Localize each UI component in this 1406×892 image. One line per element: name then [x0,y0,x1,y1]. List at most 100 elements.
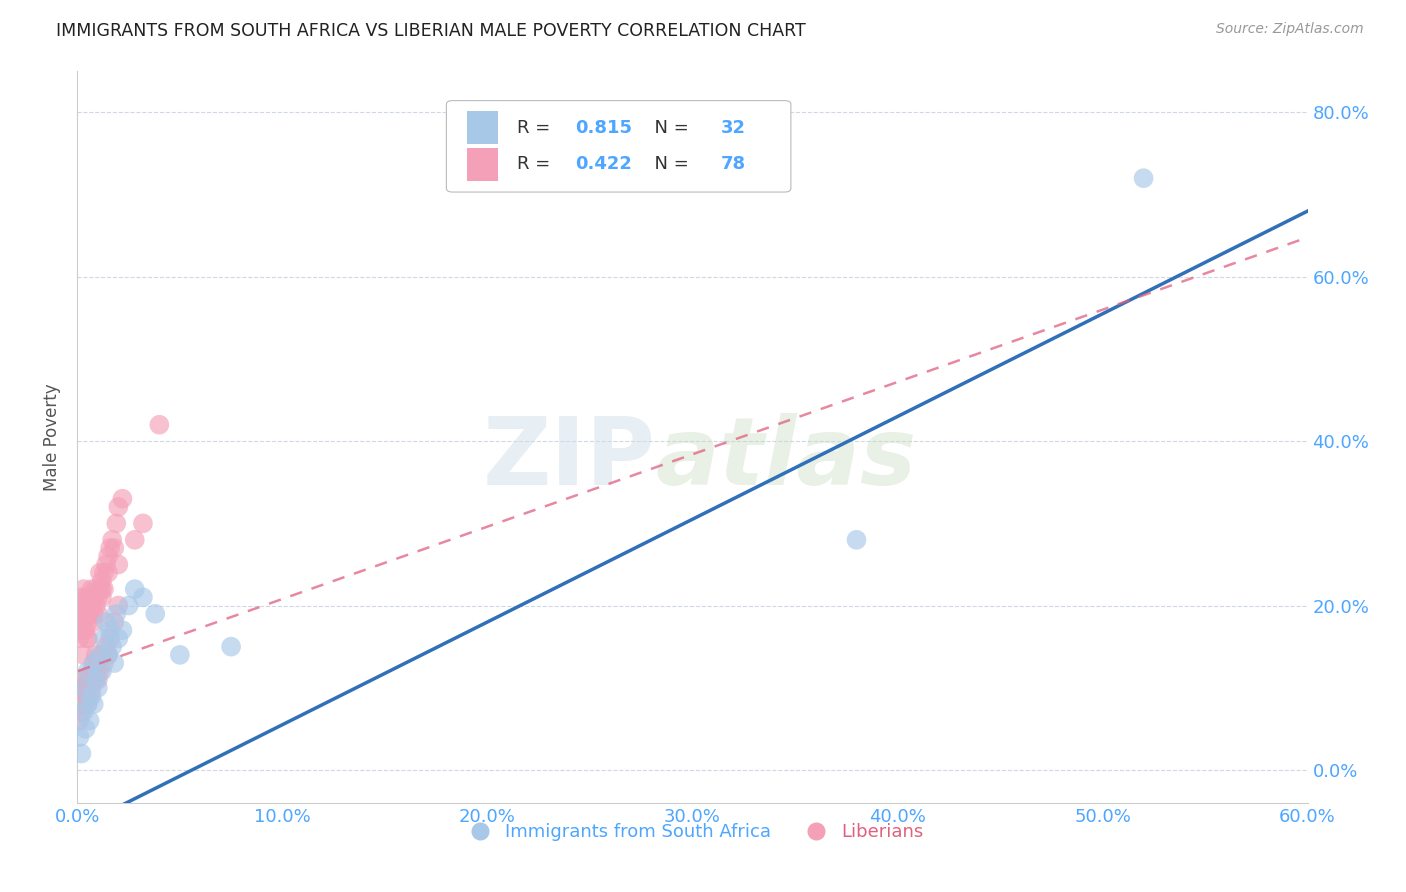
Point [97,566,120,580]
Point [80,681,103,695]
Text: R =: R = [516,119,555,136]
Point [72,615,94,629]
Point [87,656,110,670]
Point [72,648,94,662]
Point [70,591,93,605]
Point [76,599,98,613]
Point [72,681,94,695]
Text: ZIP: ZIP [482,413,655,505]
Point [93,656,115,670]
Text: N =: N = [644,155,695,173]
Point [75,607,97,621]
Point [169,648,191,662]
Point [72,706,94,720]
Point [80,689,103,703]
Point [84,582,107,596]
Point [70,706,93,720]
Point [84,665,107,679]
Point [67,730,90,744]
Point [70,689,93,703]
Point [93,582,115,596]
Point [80,582,103,596]
Point [89,665,111,679]
Point [93,632,115,646]
Point [94,615,117,629]
Point [107,599,129,613]
Point [845,533,868,547]
Point [98,624,121,638]
Text: 78: 78 [721,155,745,173]
Point [67,697,90,711]
Point [94,558,117,572]
Point [72,582,94,596]
Point [84,673,107,687]
Point [105,607,128,621]
Text: 0.422: 0.422 [575,155,633,173]
Point [89,566,111,580]
Point [76,665,98,679]
Text: 32: 32 [721,119,745,136]
Text: 0.815: 0.815 [575,119,633,136]
Point [111,491,134,506]
Point [98,632,121,646]
Point [219,640,242,654]
Point [94,640,117,654]
Point [67,632,90,646]
Point [107,500,129,514]
Point [76,615,98,629]
Point [70,607,93,621]
Point [76,697,98,711]
Point [90,591,114,605]
Point [79,607,101,621]
Text: atlas: atlas [655,413,917,505]
Point [1132,171,1154,186]
Point [67,599,90,613]
Point [83,697,105,711]
Point [148,417,170,432]
Bar [467,148,498,181]
Point [97,648,120,662]
Point [143,607,166,621]
Point [87,673,110,687]
Point [83,607,105,621]
Point [72,681,94,695]
Point [105,516,128,531]
Legend: Immigrants from South Africa, Liberians: Immigrants from South Africa, Liberians [454,816,931,848]
Point [124,533,146,547]
Point [76,697,98,711]
Point [89,582,111,596]
Point [80,665,103,679]
Point [87,681,110,695]
Point [67,615,90,629]
Point [70,747,93,761]
Point [132,591,155,605]
Point [107,558,129,572]
Point [107,632,129,646]
Point [111,624,134,638]
Bar [467,112,498,145]
Point [79,591,101,605]
Point [72,599,94,613]
Text: N =: N = [644,119,695,136]
Point [90,582,114,596]
Point [75,722,97,736]
Point [84,599,107,613]
Point [67,714,90,728]
FancyBboxPatch shape [447,101,792,192]
Point [117,599,139,613]
Point [101,640,124,654]
Point [83,656,105,670]
Point [124,582,146,596]
Point [70,673,93,687]
Point [75,673,97,687]
Point [97,648,120,662]
Point [87,591,110,605]
Text: IMMIGRANTS FROM SOUTH AFRICA VS LIBERIAN MALE POVERTY CORRELATION CHART: IMMIGRANTS FROM SOUTH AFRICA VS LIBERIAN… [56,22,806,40]
Point [76,632,98,646]
Text: R =: R = [516,155,555,173]
Point [84,648,107,662]
Point [103,615,125,629]
Point [90,574,114,588]
Point [75,591,97,605]
Point [79,714,101,728]
